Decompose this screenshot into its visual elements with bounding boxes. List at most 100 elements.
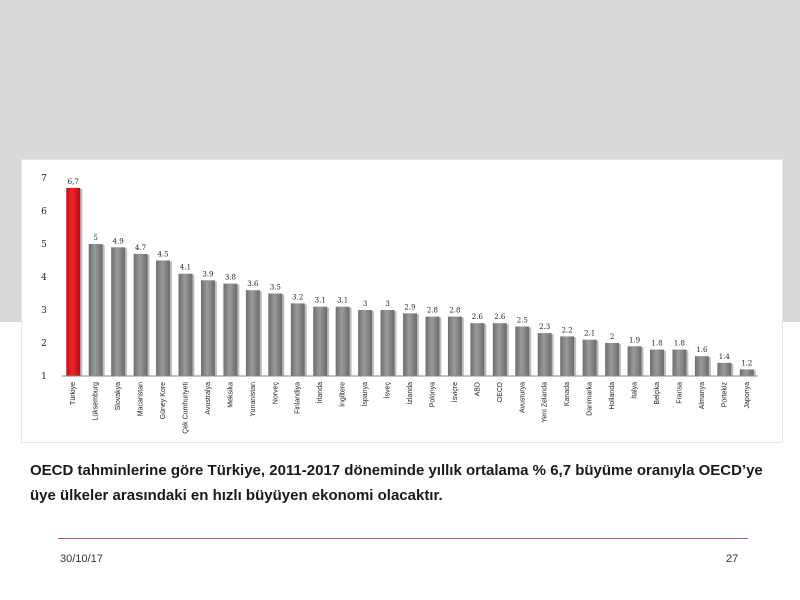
bar	[111, 247, 126, 376]
bar	[178, 273, 193, 376]
bar	[268, 293, 283, 376]
footer-date: 30/10/17	[60, 553, 103, 565]
bar	[133, 253, 148, 376]
bar	[290, 303, 305, 376]
bar-value-label: 2.3	[539, 323, 550, 331]
page-number: 27	[726, 553, 739, 565]
y-tick-label: 3	[41, 306, 47, 316]
bar	[380, 310, 395, 376]
bar-value-label: 1.6	[696, 346, 708, 354]
y-tick-label: 1	[41, 372, 47, 382]
category-label: Meksika	[227, 382, 234, 408]
category-label: ABD	[474, 382, 481, 396]
category-label: Slovakya	[115, 382, 122, 411]
bar	[560, 336, 575, 376]
y-tick-label: 2	[41, 339, 47, 349]
bar	[447, 316, 462, 376]
bars	[66, 187, 756, 376]
category-label: İzlanda	[405, 382, 414, 405]
bar-value-label: 4.9	[113, 237, 124, 245]
category-label: Yunanistan	[250, 382, 257, 417]
y-tick-label: 6	[41, 207, 47, 217]
category-label: Polonya	[429, 382, 436, 407]
bar-value-label: 2.1	[584, 330, 595, 338]
category-label: İtalya	[630, 382, 639, 399]
category-label: Norveç	[272, 382, 279, 405]
category-label: Avusturya	[519, 382, 526, 413]
slide-caption: OECD tahminlerine göre Türkiye, 2011-201…	[30, 462, 763, 504]
bar-value-label: 3.8	[225, 274, 236, 282]
bar	[425, 316, 440, 376]
bar	[650, 349, 664, 376]
bar-value-label: 5	[93, 234, 97, 242]
y-tick-label: 7	[41, 174, 47, 184]
bar-value-label: 1.4	[719, 353, 731, 361]
category-label: Portekiz	[721, 382, 728, 408]
bar-value-label: 3.5	[270, 284, 281, 292]
category-label: Danimarka	[587, 382, 594, 416]
bar-value-label: 2.9	[404, 303, 415, 311]
category-label: İrlanda	[315, 382, 324, 404]
bar-value-label: 3.6	[247, 280, 259, 288]
bar-value-label: 2.6	[494, 313, 506, 321]
bar-value-label: 2.6	[472, 313, 484, 321]
bar	[492, 323, 507, 376]
category-label: Türkiye	[70, 382, 77, 405]
bar	[245, 290, 260, 376]
bar	[66, 187, 81, 376]
bar	[717, 362, 732, 376]
bar	[470, 323, 485, 376]
bar	[88, 244, 103, 376]
bar	[335, 306, 350, 376]
category-label: Macaristan	[138, 382, 145, 416]
category-label: OECD	[497, 382, 504, 402]
bar-value-label: 3	[363, 300, 367, 308]
bar-value-label: 4.5	[157, 251, 168, 259]
bar-value-label: 6,7	[68, 178, 79, 186]
bar-value-label: 1.8	[674, 340, 685, 348]
value-labels: 6,7 5 4.9 4.7 4.5 4.1 3.9 3.8 3.6 3.5 3.2 3.1 3.1 3 3 2…	[68, 178, 753, 368]
bar	[313, 306, 328, 376]
category-label: İsveç	[383, 382, 392, 399]
bar-value-label: 2.8	[449, 307, 460, 315]
bar	[200, 280, 215, 376]
category-label: Avustralya	[205, 382, 212, 415]
category-label: Yeni Zelanda	[542, 382, 549, 423]
category-label: Finlandiya	[295, 382, 302, 414]
category-label: Belçika	[654, 382, 661, 405]
bar-value-label: 2.5	[517, 317, 528, 325]
bar-value-label: 2	[610, 333, 614, 341]
bar	[627, 346, 642, 376]
y-tick-label: 4	[41, 273, 47, 283]
bar-value-label: 4.1	[180, 264, 191, 272]
category-label: Fransa	[676, 382, 683, 404]
category-label: Güney Kore	[160, 382, 167, 419]
bar-value-label: 3.1	[315, 297, 326, 305]
bar-value-label: 4.7	[135, 244, 146, 252]
bar-value-label: 1.9	[629, 336, 640, 344]
category-label: Kanada	[564, 382, 571, 406]
bar	[156, 260, 170, 376]
category-label: İngiltere	[338, 382, 347, 407]
bar	[672, 349, 687, 376]
bar-value-label: 1.2	[741, 359, 752, 367]
category-label: Hollanda	[609, 382, 616, 410]
bar-chart: 1 2 3 4 5 6 7 6,7 5 4.9 4.7 4.5 4.1 3.9 3.8 3.6 3.5 3.2 3…	[41, 174, 758, 434]
bar	[515, 326, 530, 376]
category-label: Japonya	[744, 382, 751, 409]
bar	[582, 339, 597, 376]
bar	[223, 283, 238, 376]
footer-divider	[58, 538, 748, 539]
y-tick-label: 5	[41, 240, 47, 250]
category-labels: Türkiye Lüksemburg Slovakya Macaristan Güney…	[70, 382, 751, 434]
bar	[358, 310, 373, 376]
bar	[605, 343, 620, 376]
bar-value-label: 3.2	[292, 293, 303, 301]
chart-panel: 1 2 3 4 5 6 7 6,7 5 4.9 4.7 4.5 4.1 3.9 3.8 3.6 3.5 3.2 3…	[22, 160, 782, 442]
category-label: İspanya	[360, 382, 369, 407]
bar-value-label: 2.8	[427, 307, 438, 315]
category-label: Çek Cumhuriyeti	[182, 382, 189, 434]
bar-value-label: 3.1	[337, 297, 348, 305]
bar-value-label: 1.8	[651, 340, 662, 348]
bar	[739, 369, 754, 376]
